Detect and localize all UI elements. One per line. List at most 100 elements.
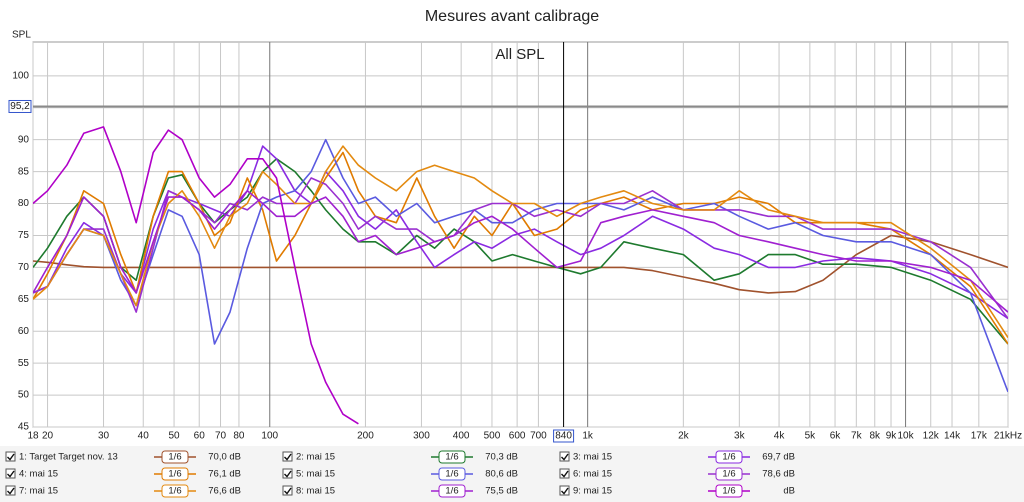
x-tick-label: 80: [233, 431, 245, 442]
chart-title: Mesures avant calibrage: [425, 8, 599, 25]
trace-level: 75,5 dB: [485, 486, 518, 497]
x-tick-label: 50: [168, 431, 180, 442]
trace-line: [33, 145, 1008, 320]
y-tick-label: 70: [18, 262, 30, 273]
x-tick-label: 21kHz: [994, 431, 1022, 442]
x-tick-label: 20: [42, 431, 54, 442]
trace-line: [33, 158, 1008, 345]
y-tick-label: 90: [18, 134, 30, 145]
y-tick-label: 100: [12, 70, 29, 81]
trace-name[interactable]: 2: mai 15: [296, 452, 335, 463]
trace-checkbox[interactable]: [282, 468, 293, 479]
cursor-freq-label: 840: [555, 431, 572, 442]
smoothing-label[interactable]: 1/6: [445, 452, 458, 463]
trace-checkbox[interactable]: [282, 451, 293, 462]
smoothing-button[interactable]: [438, 484, 466, 498]
x-tick-label: 17k: [971, 431, 988, 442]
trace-name[interactable]: 6: mai 15: [573, 469, 612, 480]
y-tick-label: 45: [18, 422, 30, 433]
x-tick-label: 700: [530, 431, 547, 442]
x-tick-label: 60: [194, 431, 206, 442]
smoothing-button[interactable]: [438, 467, 466, 481]
grid: 4550556065707580859095100182030405060708…: [12, 42, 1022, 442]
smoothing-button[interactable]: [438, 450, 466, 464]
x-tick-label: 12k: [923, 431, 940, 442]
trace-line: [33, 126, 359, 425]
checkmark: [561, 487, 569, 495]
x-tick-label: 300: [413, 431, 430, 442]
y-tick-label: 85: [18, 166, 30, 177]
smoothing-label[interactable]: 1/6: [168, 452, 181, 463]
checkmark: [284, 453, 292, 461]
x-tick-label: 600: [509, 431, 526, 442]
trace-level: dB: [783, 486, 795, 497]
trace-name[interactable]: 1: Target Target nov. 13: [19, 452, 118, 463]
overlay: 95,2 840: [8, 42, 1008, 443]
cursor-level-box: [8, 99, 32, 113]
x-tick-label: 400: [453, 431, 470, 442]
x-tick-label: 100: [261, 431, 278, 442]
smoothing-label[interactable]: 1/6: [722, 469, 735, 480]
trace-line: [33, 145, 1008, 339]
smoothing-label[interactable]: 1/6: [168, 486, 181, 497]
plot-area: [32, 41, 1009, 428]
trace-name[interactable]: 8: mai 15: [296, 486, 335, 497]
trace-checkbox[interactable]: [5, 468, 16, 479]
x-tick-label: 500: [484, 431, 501, 442]
trace-name[interactable]: 7: mai 15: [19, 486, 58, 497]
y-tick-label: 75: [18, 230, 30, 241]
traces: [33, 126, 1008, 425]
smoothing-button[interactable]: [715, 484, 743, 498]
trace-level: 80,6 dB: [485, 469, 518, 480]
checkmark: [7, 453, 15, 461]
cursor-freq-box: [553, 429, 575, 443]
x-tick-label: 10k: [898, 431, 915, 442]
y-tick-label: 50: [18, 390, 30, 401]
trace-level: 70,3 dB: [485, 452, 518, 463]
trace-name[interactable]: 4: mai 15: [19, 469, 58, 480]
y-axis-label: SPL: [12, 30, 31, 41]
y-tick-label: 80: [18, 198, 30, 209]
y-tick-label: 65: [18, 294, 30, 305]
x-tick-label: 1k: [582, 431, 594, 442]
checkmark: [7, 487, 15, 495]
x-tick-label: 30: [98, 431, 110, 442]
smoothing-label[interactable]: 1/6: [168, 469, 181, 480]
checkmark: [561, 453, 569, 461]
trace-level: 78,6 dB: [762, 469, 795, 480]
smoothing-button[interactable]: [161, 484, 189, 498]
smoothing-label[interactable]: 1/6: [445, 486, 458, 497]
trace-checkbox[interactable]: [282, 485, 293, 496]
trace-checkbox[interactable]: [559, 451, 570, 462]
checkmark: [7, 470, 15, 478]
x-tick-label: 5k: [805, 431, 817, 442]
x-tick-label: 9k: [886, 431, 898, 442]
y-tick-label: 55: [18, 358, 30, 369]
trace-checkbox[interactable]: [559, 485, 570, 496]
x-tick-label: 2k: [678, 431, 690, 442]
x-tick-label: 70: [215, 431, 227, 442]
smoothing-label[interactable]: 1/6: [722, 452, 735, 463]
smoothing-button[interactable]: [161, 450, 189, 464]
legend: 1: Target Target nov. 13 1/6 70,0 dB 2: mai…: [5, 450, 795, 498]
x-tick-label: 8k: [869, 431, 881, 442]
x-tick-label: 7k: [851, 431, 863, 442]
smoothing-label[interactable]: 1/6: [722, 486, 735, 497]
smoothing-label[interactable]: 1/6: [445, 469, 458, 480]
trace-name[interactable]: 9: mai 15: [573, 486, 612, 497]
checkmark: [284, 487, 292, 495]
trace-checkbox[interactable]: [5, 485, 16, 496]
trace-line: [33, 190, 1008, 313]
smoothing-button[interactable]: [161, 467, 189, 481]
trace-name[interactable]: 3: mai 15: [573, 452, 612, 463]
smoothing-button[interactable]: [715, 450, 743, 464]
trace-checkbox[interactable]: [559, 468, 570, 479]
x-tick-label: 200: [357, 431, 374, 442]
trace-checkbox[interactable]: [5, 451, 16, 462]
x-tick-label: 4k: [774, 431, 786, 442]
smoothing-button[interactable]: [715, 467, 743, 481]
trace-line: [33, 234, 1008, 294]
trace-line: [33, 138, 1008, 393]
trace-name[interactable]: 5: mai 15: [296, 469, 335, 480]
